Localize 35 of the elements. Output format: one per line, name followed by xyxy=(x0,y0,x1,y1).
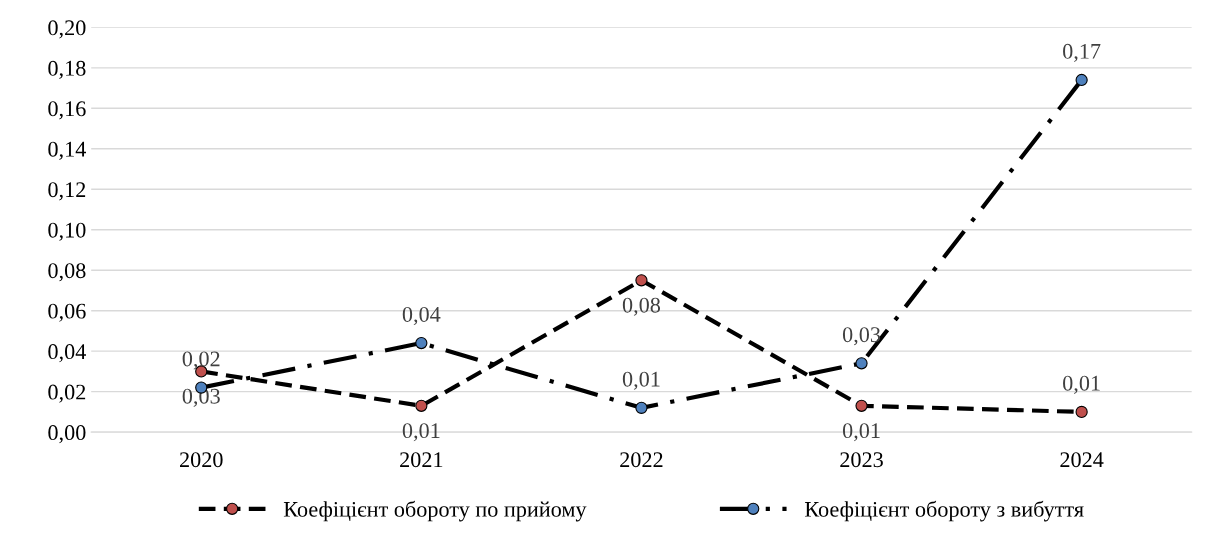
point xyxy=(415,399,428,412)
y-tick-label: 0,12 xyxy=(48,182,86,201)
data-label: 0,08 xyxy=(622,297,661,316)
y-tick-label: 0,08 xyxy=(48,263,86,282)
data-label: 0,01 xyxy=(842,423,880,442)
data-label: 0,02 xyxy=(182,351,220,370)
legend-label: Коефіцієнт обороту з вибуття xyxy=(804,500,1084,522)
data-label: 0,01 xyxy=(1063,375,1100,394)
y-tick-label: 0,04 xyxy=(48,344,86,363)
x-tick-label: 2022 xyxy=(620,452,663,468)
point xyxy=(1075,73,1088,87)
point xyxy=(415,336,428,350)
point xyxy=(635,401,648,414)
x-tick-label: 2021 xyxy=(400,452,443,468)
point xyxy=(635,274,648,287)
y-tick-label: 0,14 xyxy=(48,141,86,160)
y-tick-label: 0,02 xyxy=(48,384,86,403)
y-tick-label: 0,16 xyxy=(48,101,86,120)
y-tick-label: 0,00 xyxy=(48,425,86,444)
data-label: 0,01 xyxy=(622,371,660,390)
y-tick-label: 0,20 xyxy=(48,20,86,39)
data-label: 0,17 xyxy=(1063,43,1101,62)
point xyxy=(855,399,868,412)
y-tick-label: 0,10 xyxy=(48,222,86,241)
data-label: 0,04 xyxy=(402,306,441,326)
point xyxy=(1075,405,1088,419)
x-tick-label: 2020 xyxy=(180,452,223,468)
x-tick-label: 2024 xyxy=(1060,452,1104,468)
legend-label: Коефіцієнт обороту по прийому xyxy=(283,500,587,522)
data-label: 0,01 xyxy=(402,423,440,442)
x-tick-label: 2023 xyxy=(840,452,883,468)
y-tick-label: 0,18 xyxy=(48,60,86,79)
y-tick-label: 0,06 xyxy=(48,303,86,322)
data-label: 0,03 xyxy=(842,327,881,346)
point xyxy=(855,357,868,370)
